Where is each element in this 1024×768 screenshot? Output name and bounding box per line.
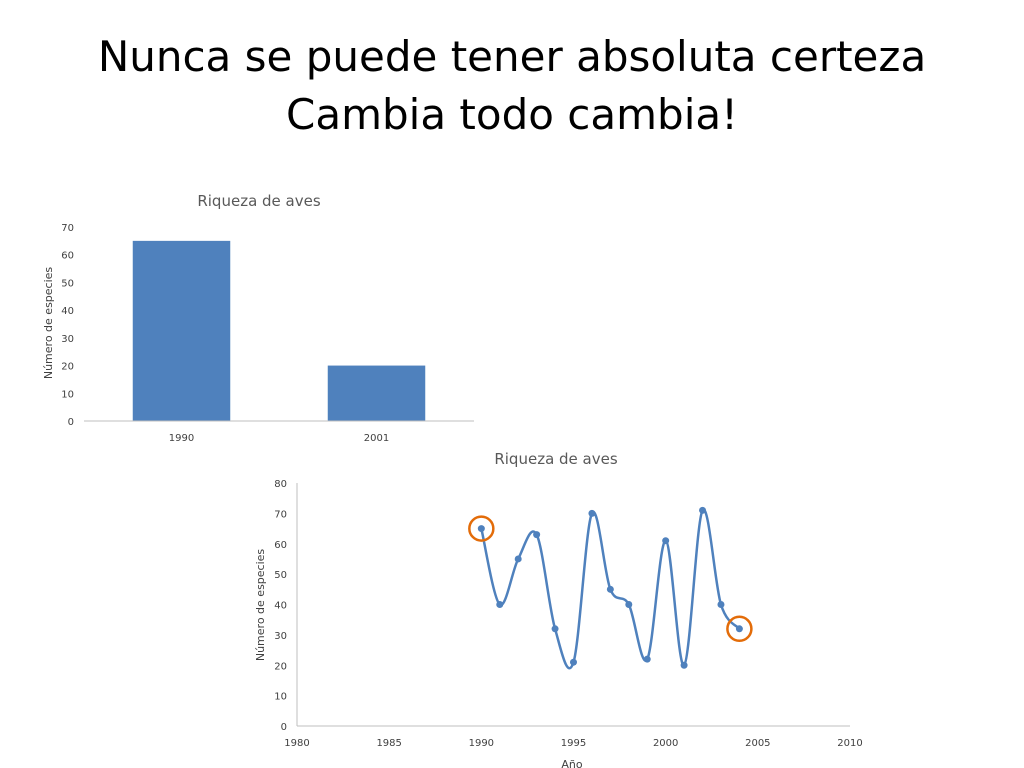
line-chart-x-tick: 2005 bbox=[745, 738, 770, 749]
line-chart-highlights bbox=[468, 515, 753, 643]
data-point bbox=[496, 601, 504, 608]
slide-title: Nunca se puede tener absoluta certeza Ca… bbox=[0, 28, 1024, 144]
bar bbox=[132, 240, 231, 421]
bar-chart-y-tick: 40 bbox=[61, 306, 74, 317]
data-point bbox=[680, 661, 688, 669]
slide-title-line-1: Nunca se puede tener absoluta certeza bbox=[97, 32, 927, 81]
line-chart-y-tick: 80 bbox=[274, 479, 287, 490]
line-chart-y-tick: 0 bbox=[281, 722, 287, 733]
bar-chart-y-axis-label: Número de especies bbox=[42, 267, 55, 380]
line-chart-y-axis-label: Número de especies bbox=[254, 549, 267, 662]
data-point bbox=[717, 601, 725, 608]
line-chart-series-line bbox=[480, 508, 741, 670]
line-chart-x-tick: 2000 bbox=[653, 738, 678, 749]
data-point bbox=[606, 585, 614, 593]
line-chart-y-tick: 60 bbox=[274, 540, 287, 551]
line-chart-x-tick: 1985 bbox=[376, 738, 401, 749]
line-chart-x-tick: 1990 bbox=[469, 738, 494, 749]
line-chart: Riqueza de aves Número de especies Año 0… bbox=[254, 450, 863, 768]
line-chart-y-tick: 20 bbox=[274, 661, 287, 672]
bar-chart-y-tick: 60 bbox=[61, 251, 74, 262]
line-chart-x-tick: 1995 bbox=[561, 738, 586, 749]
line-chart-x-ticks: 1980 1985 1990 1995 2000 2005 2010 bbox=[284, 738, 862, 749]
line-chart-points bbox=[477, 506, 743, 669]
bar-chart-x-ticks: 1990 2001 bbox=[169, 433, 389, 444]
data-point bbox=[625, 601, 633, 608]
data-point bbox=[551, 625, 559, 633]
data-point bbox=[477, 525, 485, 533]
data-point bbox=[735, 625, 743, 633]
line-chart-y-tick: 10 bbox=[274, 692, 287, 703]
line-chart-x-tick: 2010 bbox=[837, 738, 862, 749]
highlight-circle bbox=[468, 515, 495, 542]
bar-chart-bars bbox=[132, 240, 426, 421]
bar-chart-y-tick: 20 bbox=[61, 362, 74, 373]
data-point bbox=[570, 658, 577, 666]
line-chart-y-tick: 40 bbox=[274, 601, 287, 612]
line-chart-y-tick: 70 bbox=[274, 509, 287, 520]
bar-chart-x-tick: 2001 bbox=[364, 433, 389, 444]
slide-title-line-2: Cambia todo cambia! bbox=[286, 90, 738, 139]
bar-chart-y-tick: 30 bbox=[61, 334, 74, 345]
data-point bbox=[588, 509, 596, 517]
bar bbox=[327, 365, 426, 421]
bar-chart-x-tick: 1990 bbox=[169, 433, 194, 444]
highlight-circle bbox=[726, 615, 753, 643]
line-chart-x-axis-label: Año bbox=[561, 758, 582, 768]
line-chart-x-tick: 1980 bbox=[284, 738, 309, 749]
data-point bbox=[643, 655, 651, 663]
data-point bbox=[662, 537, 670, 545]
data-point bbox=[699, 506, 707, 514]
data-point bbox=[533, 531, 541, 539]
line-chart-title: Riqueza de aves bbox=[494, 450, 617, 468]
bar-chart-y-tick: 70 bbox=[61, 223, 74, 234]
bar-chart-title: Riqueza de aves bbox=[197, 192, 320, 210]
bar-chart: Riqueza de aves Número de especies 0 10 20… bbox=[42, 192, 474, 444]
line-chart-y-tick: 50 bbox=[274, 570, 287, 581]
bar-chart-y-tick: 0 bbox=[68, 417, 74, 428]
line-chart-y-ticks: 0 10 20 30 40 50 60 70 80 bbox=[274, 479, 287, 733]
line-chart-y-tick: 30 bbox=[274, 631, 287, 642]
bar-chart-y-tick: 50 bbox=[61, 278, 74, 289]
bar-chart-y-ticks: 0 10 20 30 40 50 60 70 bbox=[61, 223, 74, 428]
bar-chart-y-tick: 10 bbox=[61, 389, 74, 400]
data-point bbox=[514, 555, 522, 563]
